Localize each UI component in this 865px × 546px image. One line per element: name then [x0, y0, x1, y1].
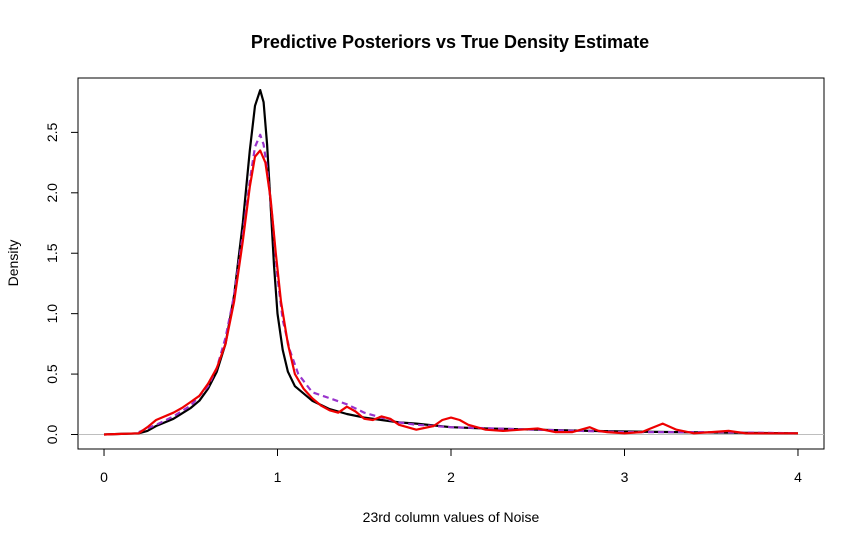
density-series-3 — [103, 149, 798, 436]
y-tick-label: 0.5 — [44, 364, 60, 384]
y-tick-label: 1.0 — [44, 304, 60, 324]
x-axis: 0 1 2 3 4 — [100, 448, 802, 485]
x-tick-label: 0 — [100, 469, 108, 485]
y-tick-label: 2.5 — [44, 122, 60, 142]
x-axis-label: 23rd column values of Noise — [363, 509, 540, 525]
x-tick-label: 4 — [794, 469, 802, 485]
x-tick-label: 1 — [274, 469, 282, 485]
x-tick-label: 3 — [621, 469, 629, 485]
y-axis-label: Density — [5, 240, 21, 287]
chart-title: Predictive Posteriors vs True Density Es… — [251, 32, 649, 52]
y-tick-label: 0.0 — [44, 425, 60, 445]
y-tick-label: 1.5 — [44, 243, 60, 263]
y-axis: 0.0 0.5 1.0 1.5 2.0 2.5 — [44, 122, 79, 445]
density-series-1 — [103, 89, 799, 436]
x-tick-label: 2 — [447, 469, 455, 485]
y-tick-label: 2.0 — [44, 183, 60, 203]
series-group — [103, 89, 799, 436]
plot-frame — [77, 77, 825, 450]
